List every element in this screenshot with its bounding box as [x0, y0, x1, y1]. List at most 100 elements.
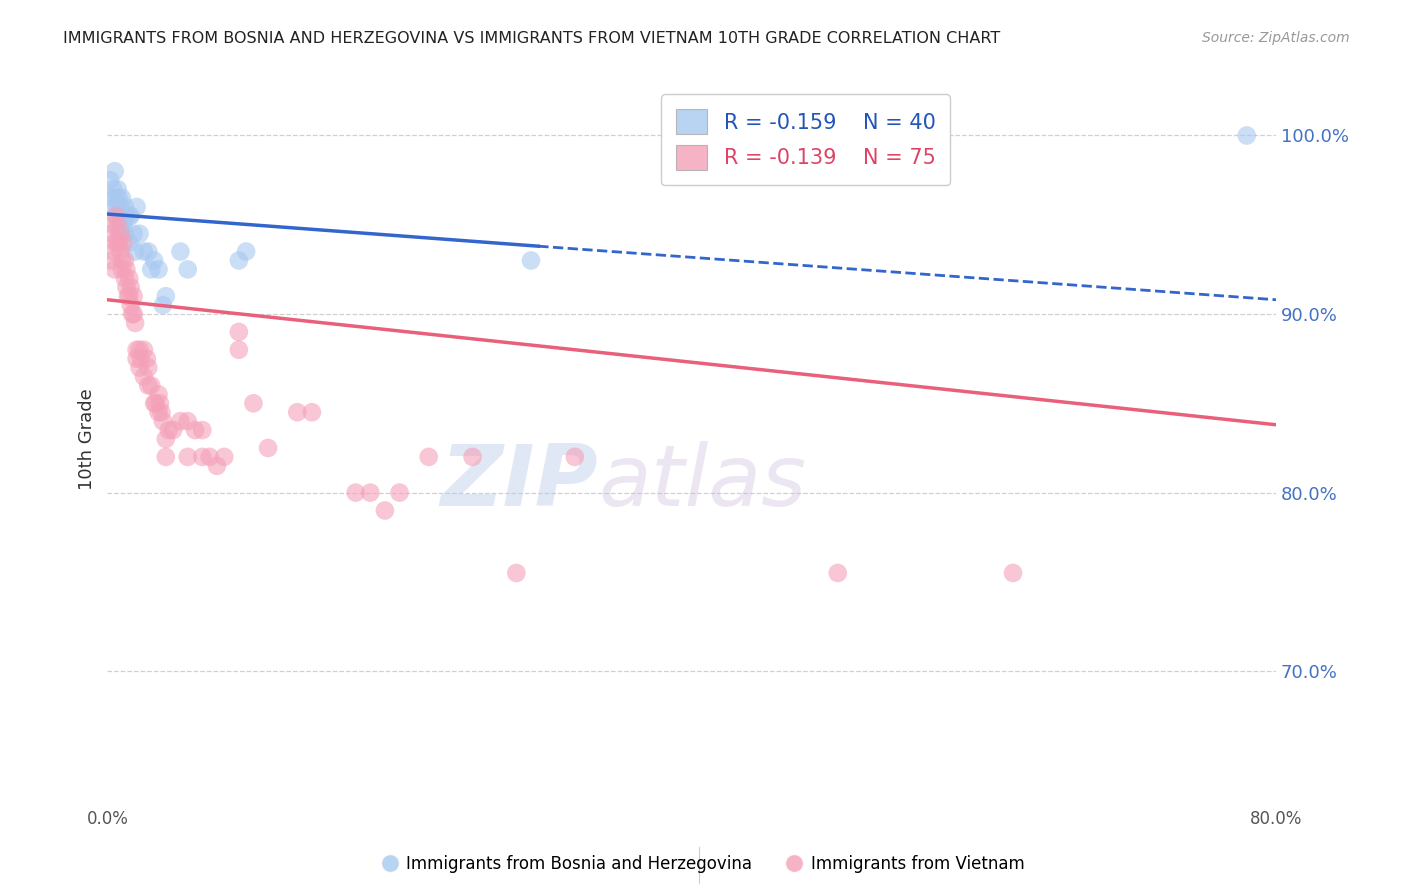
- Point: [124, 316, 146, 330]
- Point: [100, 227, 122, 241]
- Point: [132, 369, 155, 384]
- Point: [155, 289, 177, 303]
- Point: [132, 244, 155, 259]
- Point: [103, 218, 125, 232]
- Point: [105, 209, 128, 223]
- Point: [114, 200, 136, 214]
- Point: [105, 191, 128, 205]
- Point: [110, 218, 132, 232]
- Point: [122, 227, 145, 241]
- Point: [148, 387, 170, 401]
- Point: [115, 209, 138, 223]
- Text: IMMIGRANTS FROM BOSNIA AND HERZEGOVINA VS IMMIGRANTS FROM VIETNAM 10TH GRADE COR: IMMIGRANTS FROM BOSNIA AND HERZEGOVINA V…: [63, 31, 1001, 46]
- Point: [110, 200, 132, 214]
- Point: [112, 235, 135, 250]
- Point: [111, 253, 134, 268]
- Point: [128, 343, 150, 357]
- Point: [118, 209, 141, 223]
- Point: [191, 423, 214, 437]
- Point: [115, 280, 138, 294]
- Point: [104, 235, 127, 250]
- Point: [141, 262, 163, 277]
- Point: [1002, 566, 1025, 580]
- Point: [257, 441, 280, 455]
- Point: [827, 566, 849, 580]
- Point: [114, 227, 136, 241]
- Point: [177, 450, 200, 464]
- Point: [105, 209, 128, 223]
- Point: [110, 227, 132, 241]
- Point: [108, 227, 131, 241]
- Point: [103, 182, 125, 196]
- Point: [103, 244, 125, 259]
- Text: atlas: atlas: [598, 442, 806, 524]
- Point: [128, 360, 150, 375]
- Point: [120, 298, 142, 312]
- Y-axis label: 10th Grade: 10th Grade: [79, 388, 96, 490]
- Point: [505, 566, 527, 580]
- Point: [152, 298, 174, 312]
- Point: [157, 423, 180, 437]
- Point: [122, 307, 145, 321]
- Point: [145, 396, 167, 410]
- Point: [191, 450, 214, 464]
- Point: [177, 414, 200, 428]
- Legend: Immigrants from Bosnia and Herzegovina, Immigrants from Vietnam: Immigrants from Bosnia and Herzegovina, …: [375, 848, 1031, 880]
- Point: [104, 200, 127, 214]
- Point: [388, 485, 411, 500]
- Point: [112, 218, 135, 232]
- Point: [124, 244, 146, 259]
- Point: [132, 343, 155, 357]
- Point: [111, 262, 134, 277]
- Point: [110, 244, 132, 259]
- Point: [344, 485, 367, 500]
- Point: [242, 396, 264, 410]
- Point: [129, 351, 152, 366]
- Point: [461, 450, 484, 464]
- Text: Source: ZipAtlas.com: Source: ZipAtlas.com: [1202, 31, 1350, 45]
- Point: [184, 423, 207, 437]
- Point: [136, 378, 159, 392]
- Point: [149, 396, 172, 410]
- Point: [205, 458, 228, 473]
- Point: [108, 191, 131, 205]
- Point: [1236, 128, 1258, 143]
- Point: [162, 423, 184, 437]
- Point: [564, 450, 586, 464]
- Point: [111, 227, 134, 241]
- Point: [104, 262, 127, 277]
- Point: [120, 209, 142, 223]
- Point: [118, 271, 141, 285]
- Point: [115, 262, 138, 277]
- Point: [235, 244, 257, 259]
- Point: [169, 244, 191, 259]
- Point: [152, 414, 174, 428]
- Point: [150, 405, 173, 419]
- Point: [114, 271, 136, 285]
- Point: [148, 262, 170, 277]
- Point: [148, 405, 170, 419]
- Point: [228, 325, 250, 339]
- Point: [125, 351, 148, 366]
- Legend: R = -0.159    N = 40, R = -0.139    N = 75: R = -0.159 N = 40, R = -0.139 N = 75: [661, 95, 950, 185]
- Point: [107, 235, 129, 250]
- Point: [107, 200, 129, 214]
- Point: [122, 289, 145, 303]
- Point: [118, 235, 141, 250]
- Point: [301, 405, 323, 419]
- Point: [374, 503, 396, 517]
- Point: [143, 253, 166, 268]
- Point: [169, 414, 191, 428]
- Point: [118, 289, 141, 303]
- Point: [177, 262, 200, 277]
- Point: [111, 191, 134, 205]
- Point: [108, 235, 131, 250]
- Point: [143, 396, 166, 410]
- Point: [125, 343, 148, 357]
- Point: [125, 200, 148, 214]
- Point: [121, 307, 143, 321]
- Text: ZIP: ZIP: [440, 442, 598, 524]
- Point: [104, 164, 127, 178]
- Point: [135, 351, 157, 366]
- Point: [136, 360, 159, 375]
